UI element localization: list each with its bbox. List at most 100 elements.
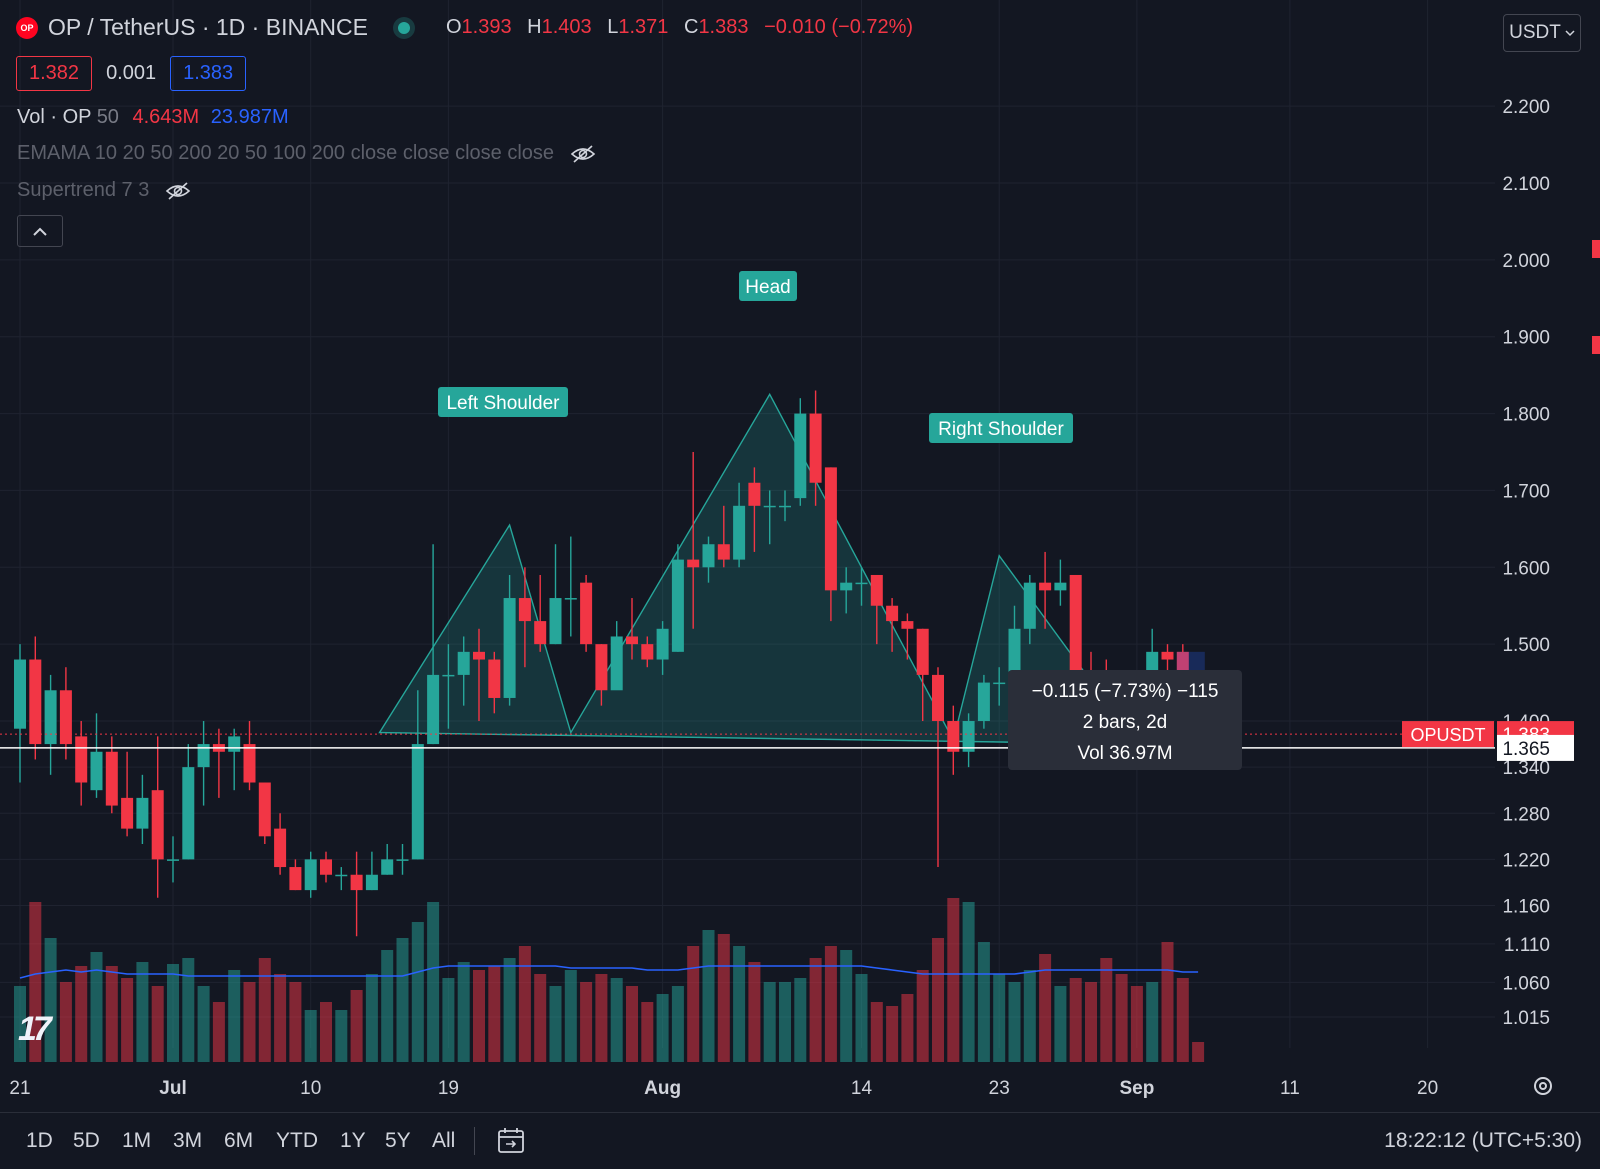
spread-value: 0.001 [106, 62, 157, 84]
tooltip-bg [1008, 670, 1242, 770]
candle-body [381, 859, 394, 875]
clock-timezone[interactable]: 18:22:12 (UTC+5:30) [1384, 1129, 1582, 1152]
buy-price-button[interactable]: 1.383 [170, 56, 247, 91]
candle-body [962, 721, 975, 752]
price-chart[interactable]: −0.115 (−7.73%) −115 2 bars, 2d Vol 36.97M… [0, 0, 1600, 1112]
candle-body [932, 674, 944, 722]
candle-body [243, 744, 256, 783]
timeframe-ytd[interactable]: YTD [276, 1129, 318, 1152]
candle-body [886, 605, 899, 622]
volume-value: 4.643M [132, 106, 200, 128]
candle-body [717, 544, 730, 560]
volume-legend[interactable]: Vol · OP 50 4.643M 23.987M [17, 106, 289, 129]
sell-price-button[interactable]: 1.382 [16, 56, 93, 91]
timeframe-6m[interactable]: 6M [224, 1129, 254, 1152]
timeframe-1y[interactable]: 1Y [340, 1129, 366, 1152]
timeframe-1m[interactable]: 1M [122, 1129, 152, 1152]
volume-bar [136, 962, 149, 1062]
volume-bar [151, 986, 164, 1062]
volume-bar [1130, 986, 1143, 1062]
neckline-marker: 1.365 [1497, 734, 1574, 761]
candle-body [763, 505, 776, 508]
candle-body [1054, 582, 1067, 591]
currency-select[interactable]: USDT [1503, 14, 1581, 52]
currency-label: USDT [1509, 22, 1561, 43]
timeframe-1d[interactable]: 1D [26, 1129, 53, 1152]
market-open-dot-icon [397, 21, 410, 34]
time-tick-label: 14 [851, 1078, 873, 1099]
volume-bar [1039, 954, 1052, 1062]
go-to-date-icon[interactable] [496, 1125, 526, 1155]
volume-bar [549, 986, 562, 1062]
timeframe-5d[interactable]: 5D [73, 1129, 100, 1152]
volume-bar [442, 978, 455, 1062]
candle-body [855, 582, 868, 585]
time-tick-label: 20 [1417, 1078, 1438, 1099]
volume-bar [90, 952, 103, 1062]
hidden-eye-icon[interactable] [570, 144, 596, 164]
timeframe-3m[interactable]: 3M [173, 1129, 203, 1152]
volume-bar [809, 958, 822, 1062]
candle-body [457, 651, 470, 675]
candle-body [947, 721, 960, 752]
volume-bar [794, 978, 807, 1062]
chevron-up-icon [33, 227, 47, 236]
candle-body [182, 767, 195, 860]
ohlc-values: O1.393 H1.403 L1.371 C1.383 −0.010 (−0.7… [436, 16, 913, 39]
volume-bar [1085, 982, 1097, 1062]
candle-body [105, 751, 118, 806]
volume-bars [14, 898, 1205, 1062]
volume-bar [335, 1010, 348, 1062]
timeframe-5y[interactable]: 5Y [385, 1129, 411, 1152]
price-tick-label: 1.015 [1502, 1008, 1550, 1029]
collapse-legend-button[interactable] [17, 215, 63, 247]
candle-body [197, 744, 210, 768]
candle-body [44, 690, 57, 745]
open-key: O [445, 16, 462, 38]
settings-gear-icon[interactable] [1534, 1077, 1552, 1095]
candle-body [901, 621, 914, 629]
volume-bar [733, 946, 746, 1062]
volume-bar [182, 958, 195, 1062]
volume-bar [1161, 942, 1174, 1062]
volume-bar [518, 946, 531, 1062]
price-tick-label: 1.220 [1502, 850, 1550, 871]
time-axis[interactable]: 21 Jul 10 19 Aug 14 23 Sep 11 20 [9, 1077, 1552, 1099]
timeframe-all[interactable]: All [432, 1129, 456, 1152]
volume-bar [671, 986, 684, 1062]
candle-body [29, 659, 42, 745]
volume-bar [1115, 974, 1128, 1062]
tradingview-logo-icon[interactable]: 17 [18, 1010, 52, 1048]
time-tick-label: 11 [1280, 1078, 1300, 1099]
volume-bar [304, 1010, 317, 1062]
hidden-eye-icon[interactable] [165, 181, 191, 201]
change-value: −0.010 (−0.72%) [764, 16, 914, 38]
supertrend-label: Supertrend 7 3 [17, 179, 150, 201]
price-axis[interactable]: 2.200 2.100 2.000 1.900 1.800 1.700 1.600 1.500… [1402, 97, 1574, 1029]
volume-bar [243, 982, 256, 1062]
right-scroll-strip [1590, 0, 1600, 1112]
pattern-label-text: Right Shoulder [938, 419, 1064, 440]
candle-body [1161, 651, 1174, 660]
symbol-title[interactable]: OP / TetherUS · 1D · BINANCE [48, 14, 368, 40]
volume-bar [687, 946, 700, 1062]
candle-body [1069, 574, 1082, 675]
candle-body [1023, 582, 1036, 629]
candle-body [993, 682, 1006, 685]
volume-bar [870, 1002, 883, 1062]
time-tick-label: 19 [438, 1078, 459, 1099]
price-tick-label: 1.340 [1502, 758, 1550, 779]
pattern-label: Right Shoulder [929, 413, 1073, 443]
volume-bar [1192, 1042, 1205, 1062]
ema-indicator-legend[interactable]: EMAMA 10 20 50 200 20 50 100 200 close c… [17, 142, 596, 165]
ema-indicator-label: EMAMA 10 20 50 200 20 50 100 200 close c… [17, 142, 555, 164]
candle-body [274, 828, 287, 868]
supertrend-indicator-legend[interactable]: Supertrend 7 3 [17, 179, 191, 202]
volume-bar [702, 930, 715, 1062]
price-tick-label: 2.100 [1502, 174, 1550, 195]
volume-bar [75, 966, 88, 1062]
candle-body [90, 751, 103, 791]
candle-body [840, 582, 853, 591]
volume-bar [396, 938, 409, 1062]
symbol-header[interactable]: OP OP / TetherUS · 1D · BINANCE O1.393 H… [16, 14, 913, 41]
